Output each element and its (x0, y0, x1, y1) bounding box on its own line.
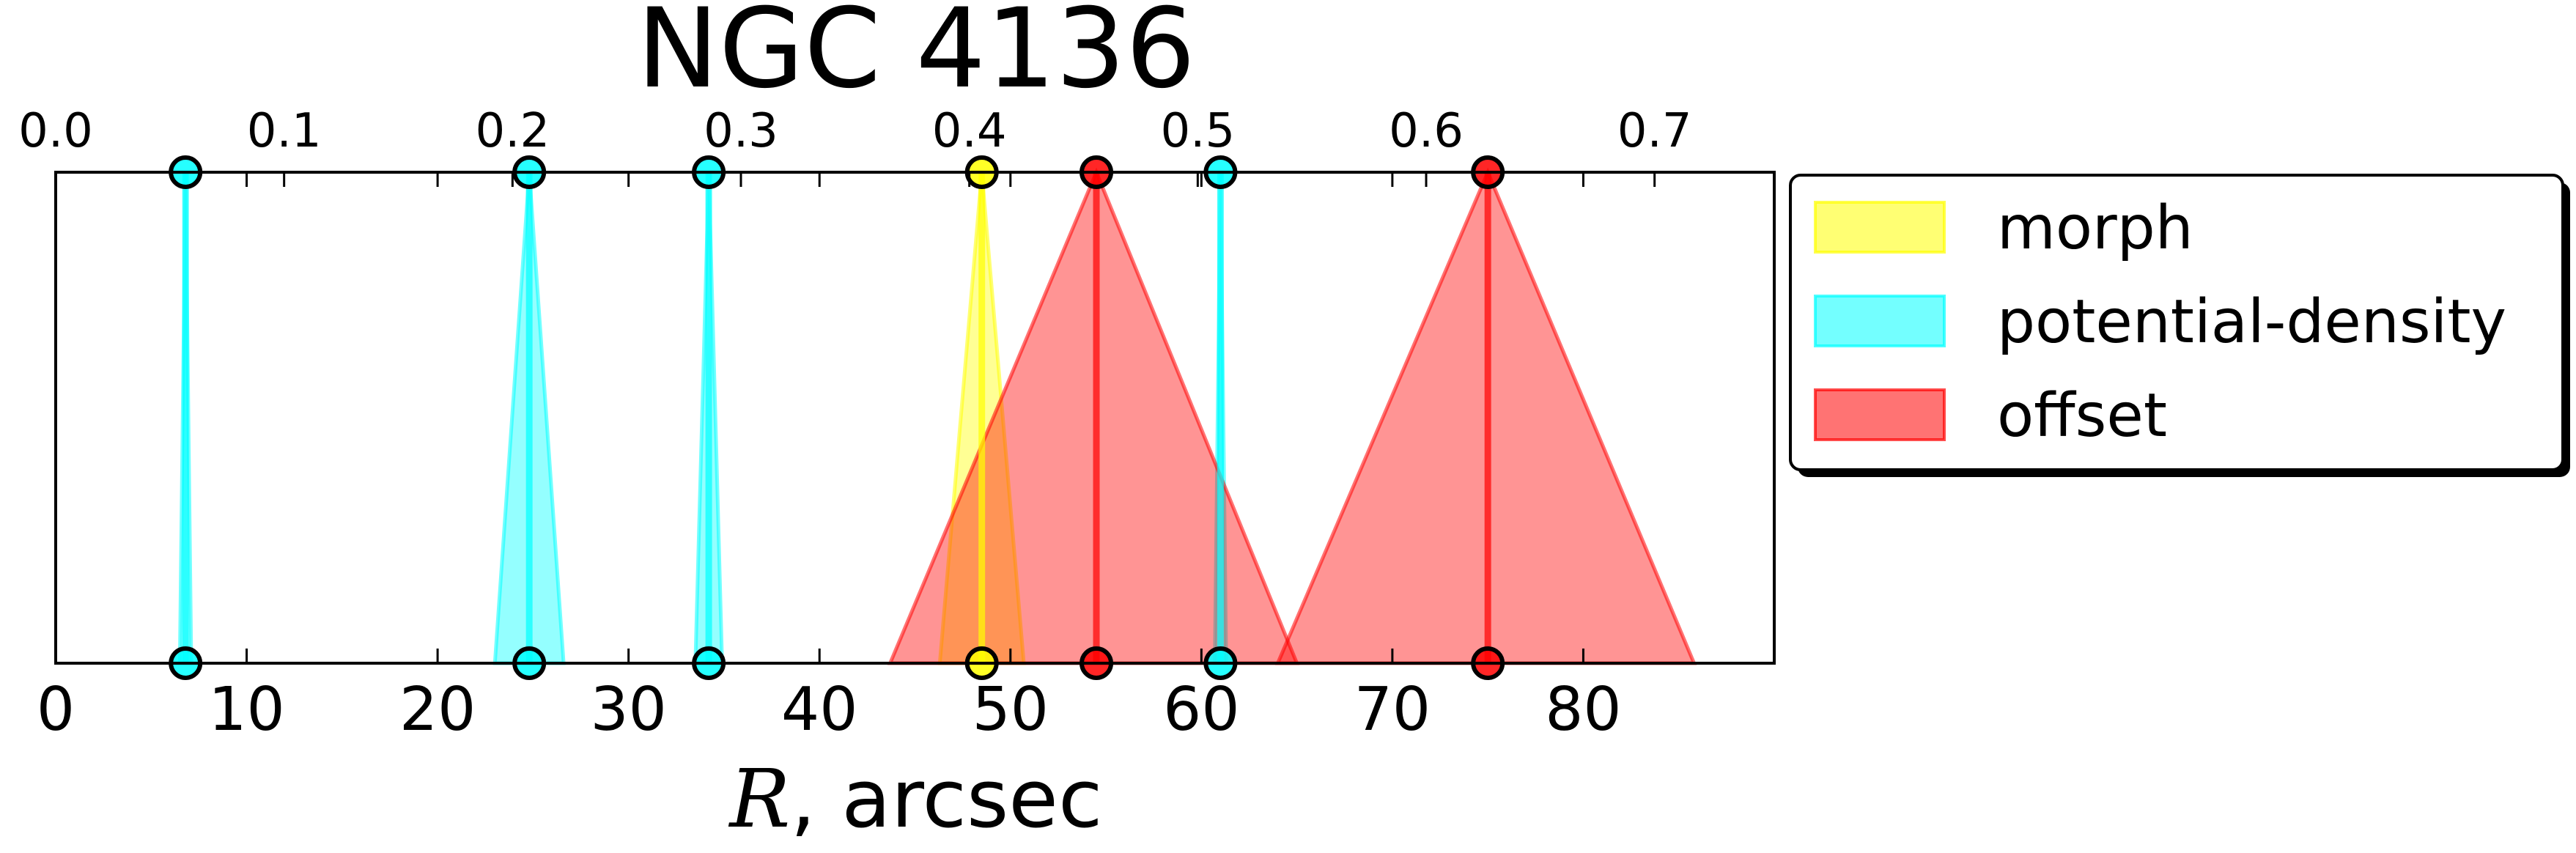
legend-label-potential-density: potential-density (1997, 287, 2506, 357)
bottom-tick-label-60: 60 (1163, 675, 1239, 745)
top-tick-label-2: 0.2 (475, 104, 550, 158)
legend-swatch-morph (1814, 201, 1946, 254)
top-tick-label-1: 0.1 (247, 104, 322, 158)
bottom-axis: 0 10 20 30 40 50 60 70 80 (37, 172, 1622, 745)
bottom-tick-label-80: 80 (1545, 675, 1621, 745)
bottom-tick-label-10: 10 (208, 675, 284, 745)
plot-lines (182, 172, 1491, 663)
legend: morph potential-density offset (1789, 174, 2570, 477)
plot-fills (177, 167, 1697, 665)
legend-label-offset: offset (1997, 381, 2167, 451)
legend-swatch-potential-density (1814, 295, 1946, 347)
legend-box (1789, 174, 2564, 471)
top-tick-label-5: 0.5 (1160, 104, 1235, 158)
legend-label-morph: morph (1997, 193, 2193, 263)
plot-frame (54, 171, 1776, 665)
top-tick-label-6: 0.6 (1389, 104, 1464, 158)
chart-title: NGC 4136 (637, 0, 1196, 113)
legend-items: morph potential-density offset (1814, 193, 2506, 451)
top-tick-label-4: 0.4 (932, 104, 1007, 158)
bottom-tick-label-30: 30 (590, 675, 666, 745)
top-axis: 0.0 0.1 0.2 0.3 0.4 0.5 0.6 0.7 (18, 104, 1692, 187)
top-tick-label-0: 0.0 (18, 104, 93, 158)
bottom-tick-label-0: 0 (37, 675, 75, 745)
bottom-tick-label-40: 40 (781, 675, 857, 745)
bottom-tick-label-50: 50 (973, 675, 1049, 745)
bottom-tick-label-70: 70 (1354, 675, 1431, 745)
bottom-tick-label-20: 20 (399, 675, 476, 745)
top-tick-label-3: 0.3 (704, 104, 778, 158)
x-axis-label-variable: R (728, 752, 791, 846)
legend-swatch-offset (1814, 388, 1946, 441)
x-axis-label: R, arcsec (728, 752, 1103, 846)
x-axis-label-units: , arcsec (790, 752, 1102, 846)
plot-markers (169, 155, 1505, 680)
top-tick-label-7: 0.7 (1617, 104, 1692, 158)
